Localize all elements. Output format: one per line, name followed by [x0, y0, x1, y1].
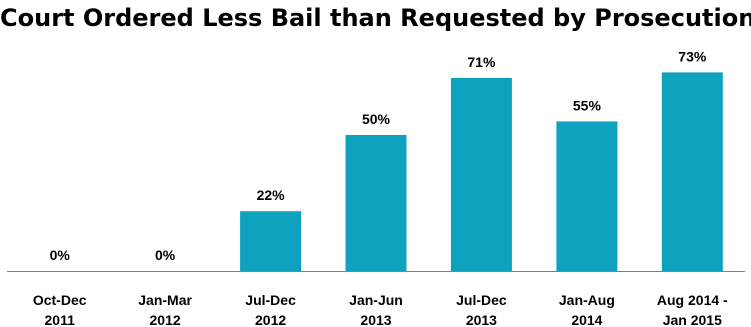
- bar-5: [556, 121, 618, 272]
- category-label-4: Jul-Dec 2013: [456, 292, 507, 327]
- chart-title: Court Ordered Less Bail than Requested b…: [0, 4, 751, 32]
- data-label-5: 55%: [573, 97, 602, 113]
- bar-6: [661, 72, 723, 272]
- data-label-6: 73%: [678, 48, 707, 64]
- bar-2: [240, 211, 302, 271]
- data-label-3: 50%: [362, 111, 391, 127]
- data-label-4: 71%: [467, 54, 496, 70]
- category-label-6: Aug 2014 -Jan 2015: [657, 292, 728, 327]
- category-label-3: Jan-Jun 2013: [349, 292, 403, 327]
- category-label-1: Jan-Mar 2012: [138, 292, 192, 327]
- category-label-5: Jan-Aug 2014: [559, 292, 615, 327]
- data-label-2: 22%: [257, 187, 286, 203]
- bar-3: [345, 135, 407, 271]
- data-label-0: 0%: [50, 247, 71, 263]
- category-label-0: Oct-Dec 2011: [33, 292, 87, 327]
- category-label-2: Jul-Dec 2012: [245, 292, 296, 327]
- data-label-1: 0%: [155, 247, 176, 263]
- bar-4: [450, 77, 512, 272]
